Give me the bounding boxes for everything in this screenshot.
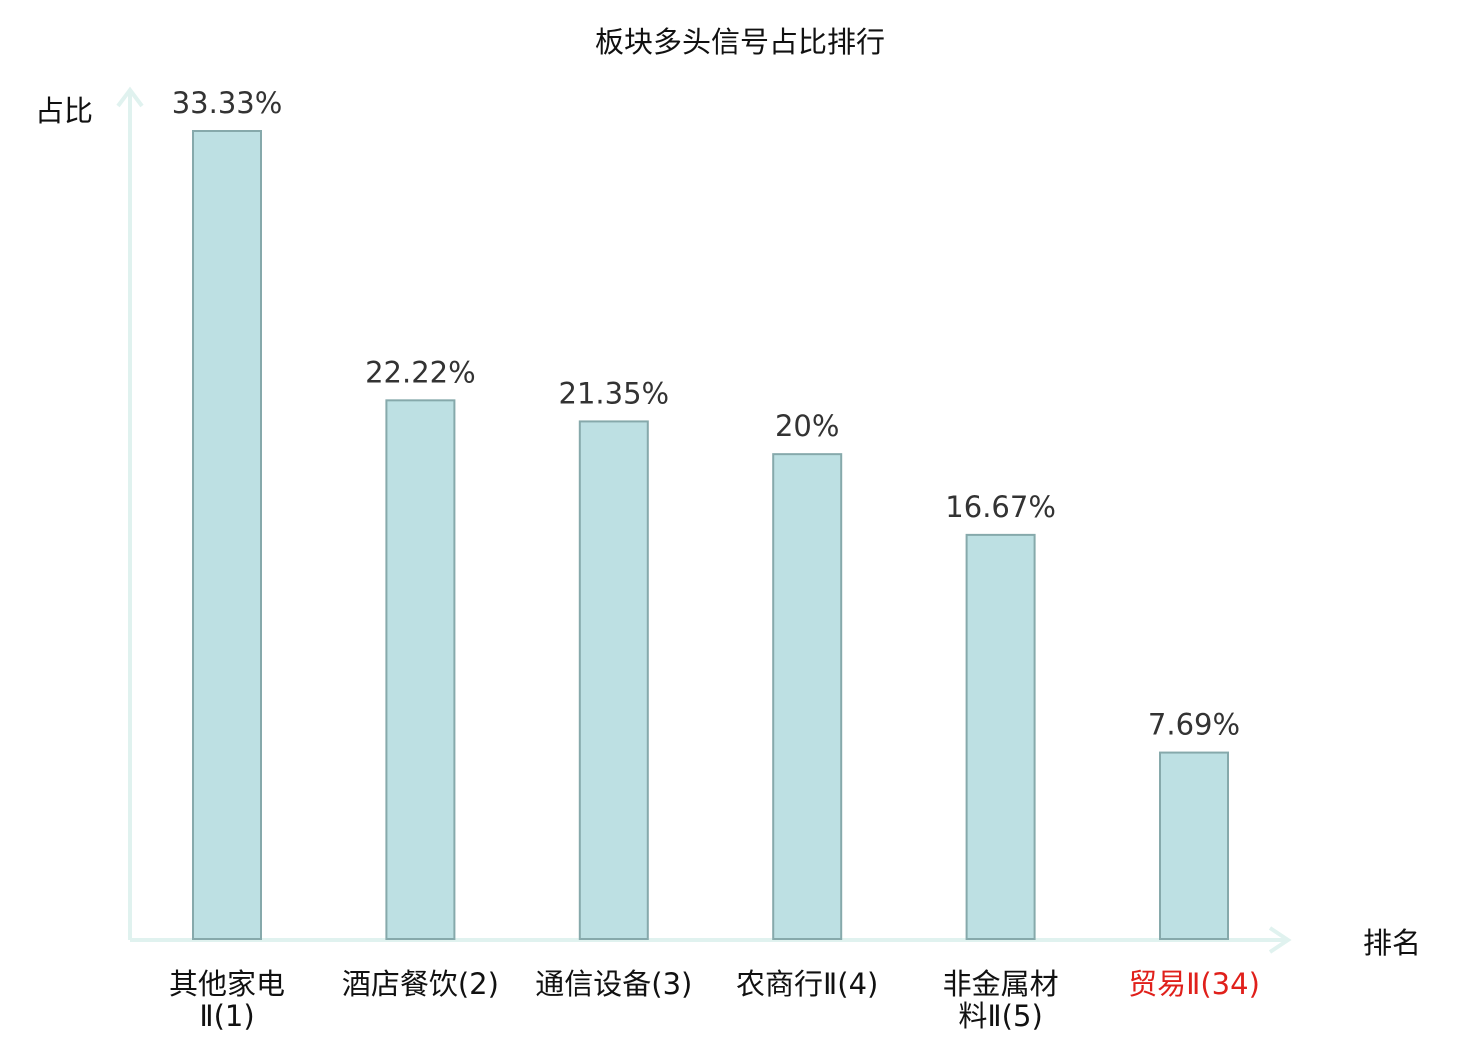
- category-label: 贸易Ⅱ(34): [1128, 967, 1260, 1001]
- category-labels-group: 其他家电 Ⅱ(1) 酒店餐饮(2) 通信设备(3) 农商行Ⅱ(4) 非金属材料Ⅱ(5) 贸易…: [169, 967, 1260, 1033]
- value-label: 20%: [775, 409, 839, 443]
- y-axis: [116, 86, 144, 940]
- category-label: 农商行Ⅱ(4): [736, 967, 878, 1001]
- bar: [192, 130, 262, 940]
- bar: [578, 420, 649, 940]
- category-label-line: 非金属材: [943, 967, 1059, 1001]
- value-labels-group: 33.33% 22.22% 21.35% 20% 16.67% 7.69%: [172, 86, 1240, 742]
- category-label-line: 料Ⅱ(5): [958, 999, 1042, 1033]
- x-axis-label: 排名: [1363, 926, 1421, 960]
- y-axis-label: 占比: [35, 94, 93, 128]
- category-label: 其他家电 Ⅱ(1): [169, 967, 285, 1033]
- category-label-line: 其他家电: [169, 967, 285, 1001]
- value-label: 22.22%: [365, 355, 476, 389]
- category-label-line: 酒店餐饮(2): [342, 967, 499, 1001]
- value-label: 21.35%: [559, 376, 670, 410]
- category-label-line: 通信设备(3): [535, 967, 692, 1001]
- category-label-line: Ⅱ(1): [199, 999, 254, 1033]
- category-label: 通信设备(3): [535, 967, 692, 1001]
- bars-group: [192, 130, 1229, 941]
- chart-title: 板块多头信号占比排行: [595, 25, 885, 59]
- bar: [385, 399, 456, 941]
- bar: [1159, 751, 1229, 940]
- bar: [772, 453, 843, 940]
- bar: [965, 533, 1036, 940]
- value-label: 16.67%: [945, 490, 1056, 524]
- x-axis: [130, 926, 1292, 954]
- category-label: 非金属材料Ⅱ(5): [943, 967, 1059, 1033]
- category-label-line: 农商行Ⅱ(4): [736, 967, 878, 1001]
- value-label: 7.69%: [1148, 708, 1240, 742]
- category-label-line: 贸易Ⅱ(34): [1128, 967, 1260, 1001]
- category-label: 酒店餐饮(2): [342, 967, 499, 1001]
- value-label: 33.33%: [172, 86, 283, 120]
